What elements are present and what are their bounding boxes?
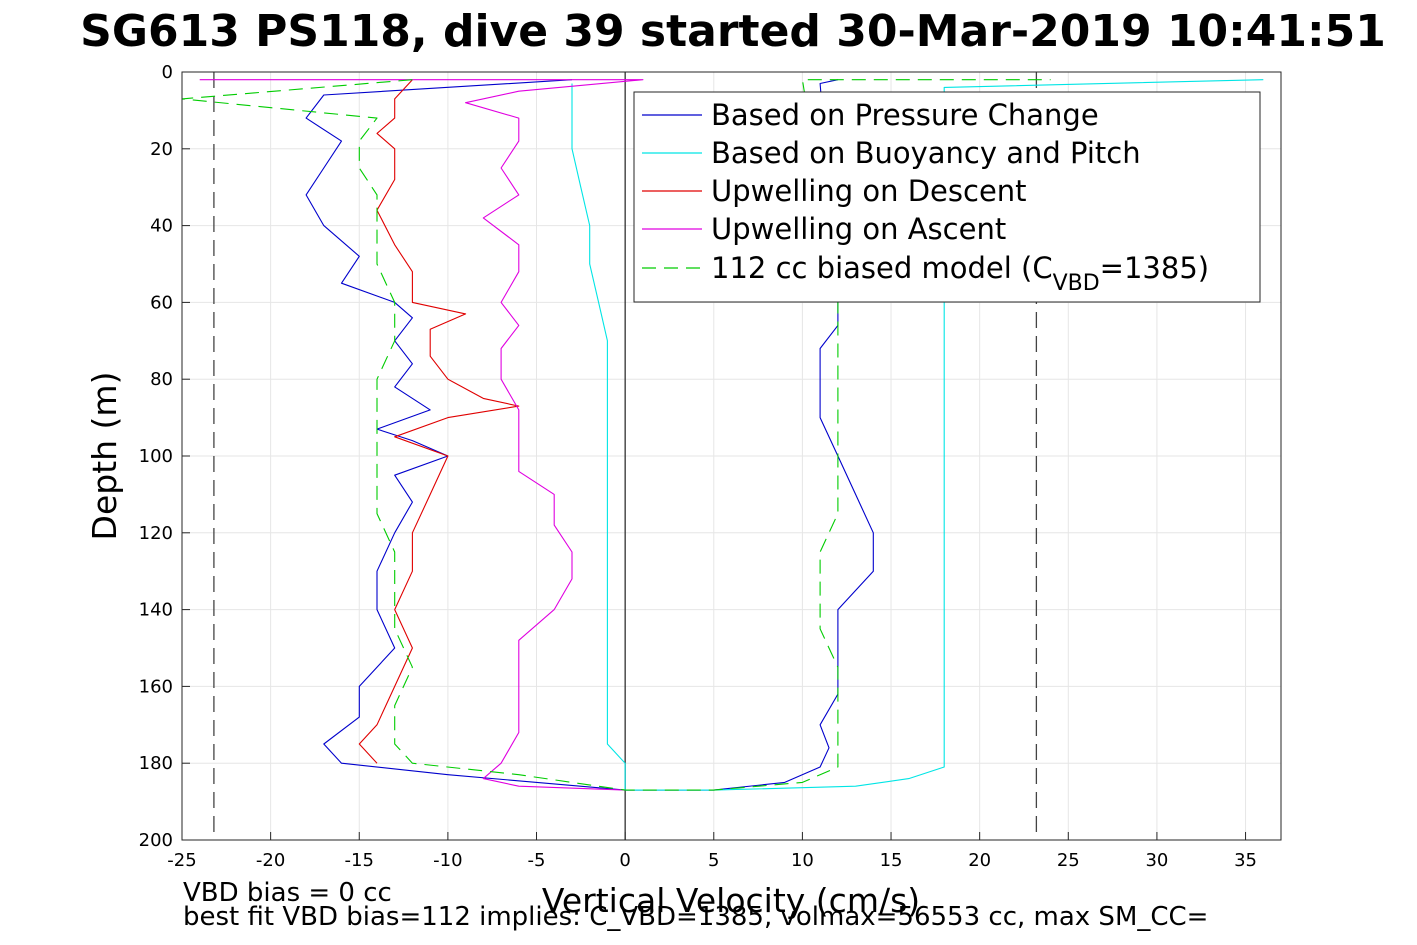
x-tick-label: 25 bbox=[1057, 850, 1080, 871]
legend-label-biased-suffix: =1385) bbox=[1100, 251, 1209, 285]
footer-best-fit: best fit VBD bias=112 implies: C_VBD=138… bbox=[183, 902, 1209, 932]
legend-box bbox=[633, 91, 1261, 303]
x-tick-label: -10 bbox=[433, 850, 462, 871]
y-tick-label: 180 bbox=[139, 753, 173, 774]
x-tick-label: 30 bbox=[1145, 850, 1168, 871]
x-tick-label: 0 bbox=[619, 850, 630, 871]
plot-area-frame bbox=[181, 71, 1282, 841]
y-tick-label: 60 bbox=[150, 292, 173, 313]
legend-label-upwelling-descent: Upwelling on Descent bbox=[711, 174, 1027, 208]
y-tick-label: 0 bbox=[162, 62, 173, 83]
x-tick-label: 5 bbox=[708, 850, 719, 871]
x-axis-label: Vertical Velocity (cm/s) bbox=[542, 881, 920, 920]
legend-label-upwelling-ascent: Upwelling on Ascent bbox=[711, 212, 1006, 246]
y-tick-label: 20 bbox=[150, 139, 173, 160]
legend-label-biased-subscript: VBD bbox=[1053, 271, 1100, 296]
series-line-2 bbox=[358, 79, 520, 764]
series-line-0 bbox=[305, 79, 874, 791]
y-tick-label: 80 bbox=[150, 369, 173, 390]
x-tick-label: -25 bbox=[167, 850, 196, 871]
y-tick-labels: 0 20 40 60 80 100 120 140 160 180 200 bbox=[139, 62, 173, 851]
series-line-4 bbox=[181, 79, 1051, 791]
data-series bbox=[181, 79, 1264, 791]
legend: Based on Pressure Change Based on Buoyan… bbox=[633, 91, 1261, 303]
legend-label-biased-prefix: 112 cc biased model (C bbox=[711, 251, 1053, 285]
footer-vbd-bias: VBD bias = 0 cc bbox=[183, 878, 392, 908]
legend-label-buoyancy: Based on Buoyancy and Pitch bbox=[711, 136, 1141, 170]
y-tick-label: 120 bbox=[139, 523, 173, 544]
y-axis-label: Depth (m) bbox=[85, 372, 124, 541]
x-tick-label: 20 bbox=[968, 850, 991, 871]
x-tick-label: -15 bbox=[345, 850, 374, 871]
x-tick-labels: -25 -20 -15 -10 -5 0 5 10 15 20 25 30 35 bbox=[167, 850, 1257, 871]
x-tick-label: 35 bbox=[1234, 850, 1257, 871]
y-tick-label: 40 bbox=[150, 216, 173, 237]
x-tick-label: -5 bbox=[528, 850, 546, 871]
x-tick-label: -20 bbox=[256, 850, 285, 871]
chart-title: SG613 PS118, dive 39 started 30-Mar-2019… bbox=[80, 6, 1386, 57]
series-line-3 bbox=[199, 79, 644, 791]
x-tick-label: 15 bbox=[880, 850, 903, 871]
y-tick-label: 160 bbox=[139, 676, 173, 697]
legend-label-biased-model: 112 cc biased model (CVBD=1385) bbox=[711, 251, 1209, 296]
y-tick-label: 140 bbox=[139, 600, 173, 621]
x-tick-label: 10 bbox=[791, 850, 814, 871]
legend-label-pressure: Based on Pressure Change bbox=[711, 98, 1099, 132]
y-tick-label: 100 bbox=[139, 446, 173, 467]
y-tick-label: 200 bbox=[139, 830, 173, 851]
